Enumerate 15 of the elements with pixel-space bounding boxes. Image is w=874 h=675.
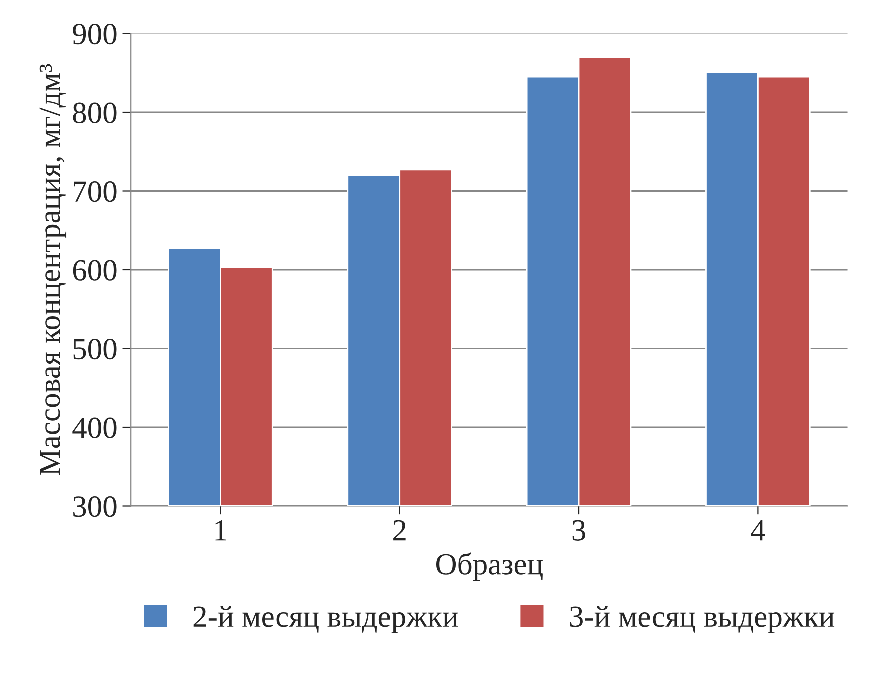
legend-label: 2-й месяц выдержки: [194, 606, 458, 634]
legend-label: 3-й месяц выдержки: [570, 606, 835, 634]
y-tick-label: 400: [72, 418, 117, 438]
x-tick-label: 2: [394, 520, 406, 541]
y-tick-label: 600: [73, 260, 117, 281]
y-tick-label: 300: [74, 496, 117, 518]
y-tick-label: 900: [73, 24, 117, 45]
y-tick-label: 700: [74, 182, 117, 202]
y-tick-label: 500: [74, 339, 117, 360]
y-axis-title: Массовая концентрация, мг/дм³: [40, 64, 67, 476]
x-tick-label: 4: [751, 520, 766, 541]
x-tick-label: 1: [216, 520, 226, 541]
x-axis-title: Образец: [436, 552, 543, 582]
x-tick-label: 3: [572, 520, 586, 541]
y-tick-label: 800: [73, 102, 117, 124]
